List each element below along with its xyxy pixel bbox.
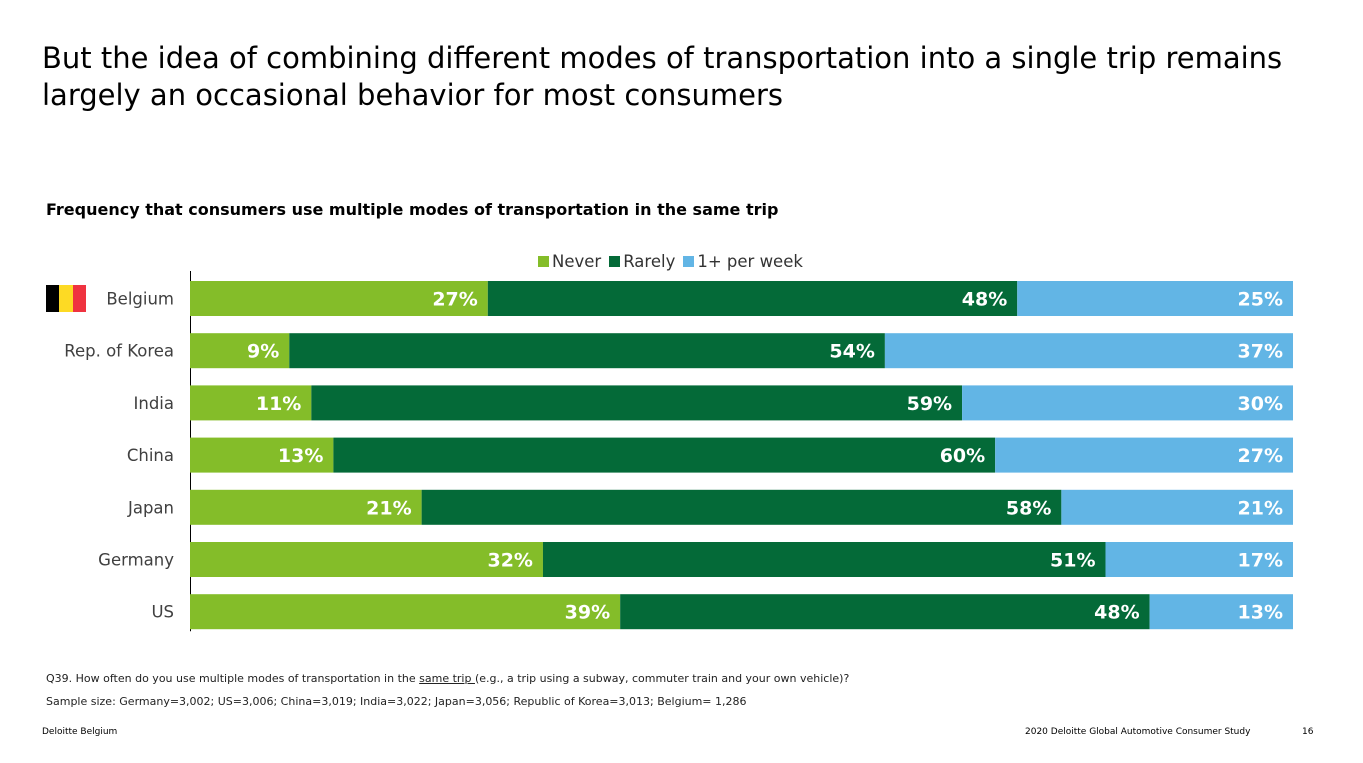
- data-label-rep-of-korea-never: 9%: [247, 341, 279, 363]
- bar-belgium-never: [190, 281, 488, 316]
- bar-belgium-1-per-week: [1017, 281, 1293, 316]
- data-label-japan-never: 21%: [366, 497, 411, 519]
- footer-study-name: 2020 Deloitte Global Automotive Consumer…: [1025, 727, 1251, 737]
- legend-label-never: Never: [552, 251, 602, 271]
- data-label-japan-1-per-week: 21%: [1238, 497, 1283, 519]
- data-label-india-rarely: 59%: [907, 393, 952, 415]
- belgium-flag-icon: [46, 285, 86, 312]
- bar-india-rarely: [311, 385, 963, 421]
- bar-us-never: [190, 594, 621, 630]
- data-label-rep-of-korea-1-per-week: 37%: [1238, 341, 1283, 363]
- category-label-india: India: [134, 394, 175, 413]
- question-footnote: Q39. How often do you use multiple modes…: [46, 672, 849, 685]
- bar-china-never: [190, 437, 334, 473]
- data-label-china-1-per-week: 27%: [1238, 445, 1283, 467]
- chart-legend: Never Rarely 1+ per week: [538, 251, 811, 271]
- legend-label-weekly: 1+ per week: [697, 251, 803, 271]
- bar-china-rarely: [333, 437, 996, 473]
- category-label-germany: Germany: [98, 551, 174, 570]
- data-label-germany-rarely: 51%: [1050, 550, 1095, 572]
- category-label-us: US: [151, 603, 174, 622]
- data-label-germany-1-per-week: 17%: [1238, 550, 1283, 572]
- sample-size-footnote: Sample size: Germany=3,002; US=3,006; Ch…: [46, 695, 747, 708]
- bar-rep-of-korea-never: [190, 333, 290, 369]
- bar-germany-1-per-week: [1105, 542, 1293, 577]
- bar-rep-of-korea-rarely: [289, 333, 885, 369]
- data-label-us-1-per-week: 13%: [1238, 602, 1283, 624]
- data-label-japan-rarely: 58%: [1006, 497, 1051, 519]
- bar-india-never: [190, 385, 312, 421]
- data-label-rep-of-korea-rarely: 54%: [829, 341, 874, 363]
- bar-us-rarely: [620, 594, 1150, 630]
- category-label-china: China: [127, 446, 174, 465]
- bar-india-1-per-week: [962, 385, 1293, 421]
- data-label-belgium-never: 27%: [432, 289, 477, 311]
- data-label-india-never: 11%: [256, 393, 301, 415]
- page-number: 16: [1302, 727, 1314, 737]
- bar-japan-1-per-week: [1061, 489, 1293, 525]
- bar-us-1-per-week: [1149, 594, 1293, 630]
- data-label-belgium-rarely: 48%: [962, 289, 1007, 311]
- data-label-us-never: 39%: [565, 602, 610, 624]
- category-label-belgium: Belgium: [106, 290, 174, 309]
- bar-belgium-rarely: [487, 281, 1018, 316]
- legend-swatch-never: [538, 255, 549, 267]
- question-text: Q39. How often do you use multiple modes…: [46, 672, 420, 685]
- bar-china-1-per-week: [995, 437, 1293, 473]
- data-label-india-1-per-week: 30%: [1238, 393, 1283, 415]
- data-label-belgium-1-per-week: 25%: [1238, 289, 1283, 311]
- page-headline: But the idea of combining different mode…: [42, 41, 1283, 112]
- data-label-china-rarely: 60%: [940, 445, 985, 467]
- footer-company: Deloitte Belgium: [42, 727, 118, 737]
- bar-rep-of-korea-1-per-week: [884, 333, 1293, 369]
- question-underlined-text: same trip: [419, 672, 475, 685]
- bar-germany-rarely: [542, 542, 1106, 577]
- data-label-us-rarely: 48%: [1094, 602, 1139, 624]
- legend-swatch-weekly: [683, 255, 695, 267]
- category-label-japan: Japan: [127, 498, 174, 517]
- legend-swatch-rarely: [609, 255, 621, 267]
- data-label-germany-never: 32%: [487, 550, 532, 572]
- data-label-china-never: 13%: [278, 445, 323, 467]
- bar-japan-rarely: [421, 489, 1062, 525]
- legend-item-never: Never: [538, 252, 601, 271]
- bar-japan-never: [190, 489, 422, 525]
- legend-label-rarely: Rarely: [623, 251, 676, 271]
- chart-title: Frequency that consumers use multiple mo…: [46, 200, 779, 219]
- question-text-end: (e.g., a trip using a subway, commuter t…: [474, 672, 850, 685]
- legend-item-weekly: 1+ per week: [683, 252, 803, 271]
- category-label-rep-of-korea: Rep. of Korea: [64, 342, 174, 361]
- legend-item-rarely: Rarely: [609, 252, 675, 271]
- bar-germany-never: [190, 542, 543, 577]
